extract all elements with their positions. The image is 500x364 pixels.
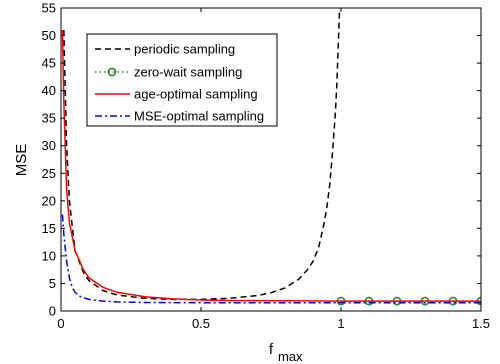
- legend-label: zero-wait sampling: [134, 65, 242, 80]
- x-axis-label: f: [269, 341, 274, 358]
- axes-layer: 0 0.5 1 1.5 0 5 10 15 20 25 30 35 40 45 50 55: [42, 1, 491, 332]
- y-tick-label: 10: [42, 248, 56, 263]
- y-tick-label: 0: [49, 304, 56, 319]
- y-tick-label: 25: [42, 166, 56, 181]
- series-line-periodic-sampling: [63, 8, 341, 301]
- x-axis-label-subscript: max: [278, 349, 303, 364]
- y-tick-label: 35: [42, 111, 56, 126]
- series-line-age-optimal-sampling: [61, 29, 481, 302]
- y-tick-label: 30: [42, 138, 56, 153]
- x-tick-label: 0: [57, 316, 64, 331]
- legend-label: MSE-optimal sampling: [134, 109, 264, 124]
- y-tick-label: 40: [42, 83, 56, 98]
- legend-marker: [107, 67, 117, 77]
- legend-label: age-optimal sampling: [134, 87, 258, 102]
- y-tick-label: 5: [49, 276, 56, 291]
- axes-frame: [60, 7, 482, 312]
- y-axis-label: MSE: [13, 144, 30, 177]
- y-tick-label: 45: [42, 56, 56, 71]
- x-tick-label: 1.5: [472, 316, 490, 331]
- y-tick-label: 55: [42, 1, 56, 16]
- y-tick-label: 50: [42, 28, 56, 43]
- series-line-mse-optimal-sampling: [61, 214, 481, 304]
- legend-label: periodic sampling: [134, 42, 235, 57]
- legend: periodic sampling zero-wait sampling age-o…: [86, 33, 278, 127]
- x-tick-label: 0.5: [192, 316, 210, 331]
- x-tick-label: 1: [337, 316, 344, 331]
- y-tick-label: 15: [42, 221, 56, 236]
- y-tick-label: 20: [42, 193, 56, 208]
